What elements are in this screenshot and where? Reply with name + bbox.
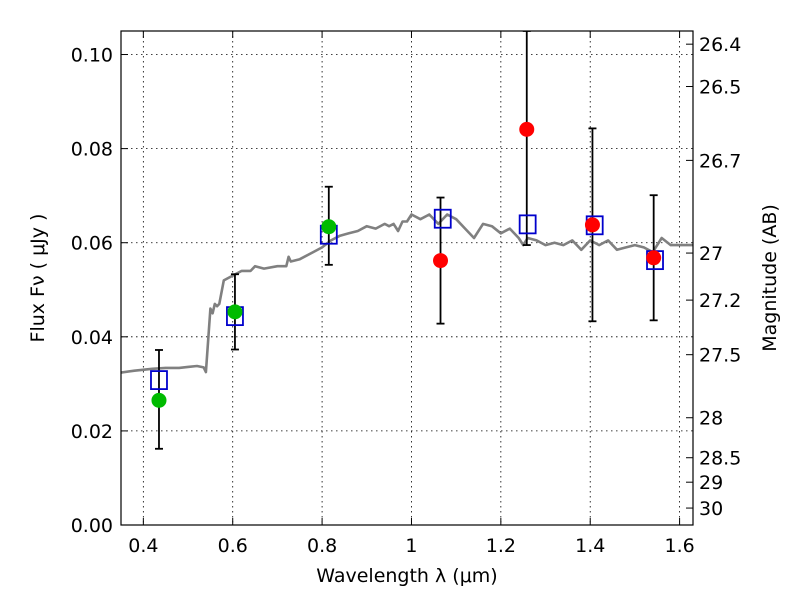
right-tick-label: 26.4 bbox=[699, 34, 741, 56]
x-tick-label: 0.4 bbox=[128, 535, 158, 557]
x-tick-label: 1.4 bbox=[575, 535, 605, 557]
observed-flux-point bbox=[151, 392, 167, 408]
model-square-point bbox=[433, 208, 452, 229]
right-tick-label: 29 bbox=[699, 472, 723, 494]
x-tick-label: 1.6 bbox=[664, 535, 694, 557]
error-bars-layer bbox=[154, 31, 658, 450]
observed-flux-point bbox=[646, 250, 662, 266]
right-axis-label: Magnitude (AB) bbox=[759, 204, 781, 352]
plot-frame bbox=[120, 30, 694, 526]
x-tick-label: 1.2 bbox=[486, 535, 516, 557]
tick-labels-layer: 0.4 0.6 0.8 1 1.2 1.4 1.6 0.00 0.02 0.04 0.06 0.08 0… bbox=[71, 34, 742, 557]
y-tick-label: 0.02 bbox=[71, 421, 113, 443]
observed-flux-point bbox=[433, 253, 449, 269]
y-tick-label: 0.06 bbox=[71, 233, 113, 255]
y-tick-label: 0.08 bbox=[71, 139, 113, 161]
model-square-point bbox=[150, 370, 168, 390]
observed-flux-point bbox=[519, 121, 535, 137]
right-tick-label: 27.5 bbox=[699, 345, 741, 367]
x-tick-label: 0.8 bbox=[307, 535, 337, 557]
right-tick-label: 26.5 bbox=[699, 77, 741, 99]
y-axis-label: Flux Fν ( μJy ) bbox=[27, 214, 49, 343]
right-tick-label: 26.7 bbox=[699, 150, 741, 172]
right-tick-label: 27.2 bbox=[699, 290, 741, 312]
observed-flux-point bbox=[321, 219, 337, 235]
y-tick-label: 0.00 bbox=[71, 515, 113, 537]
right-tick-label: 28.5 bbox=[699, 448, 741, 470]
x-tick-label: 1 bbox=[405, 535, 417, 557]
grid-lines bbox=[121, 31, 693, 526]
markers-layer bbox=[150, 121, 664, 408]
spectrum-line bbox=[121, 213, 693, 374]
right-tick-label: 27 bbox=[699, 243, 723, 265]
observed-flux-point bbox=[584, 217, 600, 233]
right-tick-label: 28 bbox=[699, 408, 723, 430]
observed-flux-point bbox=[227, 304, 243, 320]
y-tick-label: 0.10 bbox=[71, 45, 113, 67]
y-tick-label: 0.04 bbox=[71, 327, 113, 349]
x-axis-label: Wavelength λ (μm) bbox=[316, 565, 497, 587]
ticks-layer bbox=[121, 31, 693, 526]
x-tick-label: 0.6 bbox=[218, 535, 248, 557]
right-tick-label: 30 bbox=[699, 498, 723, 520]
spectrum-layer bbox=[121, 213, 693, 374]
model-square-point bbox=[518, 214, 537, 235]
